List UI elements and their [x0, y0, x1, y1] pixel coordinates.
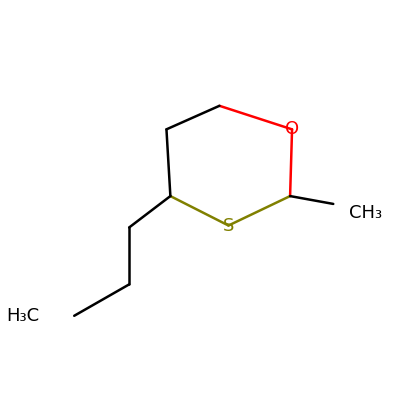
- Text: H₃C: H₃C: [6, 307, 39, 325]
- Text: S: S: [223, 216, 234, 234]
- Text: O: O: [285, 120, 299, 138]
- Text: CH₃: CH₃: [349, 204, 382, 222]
